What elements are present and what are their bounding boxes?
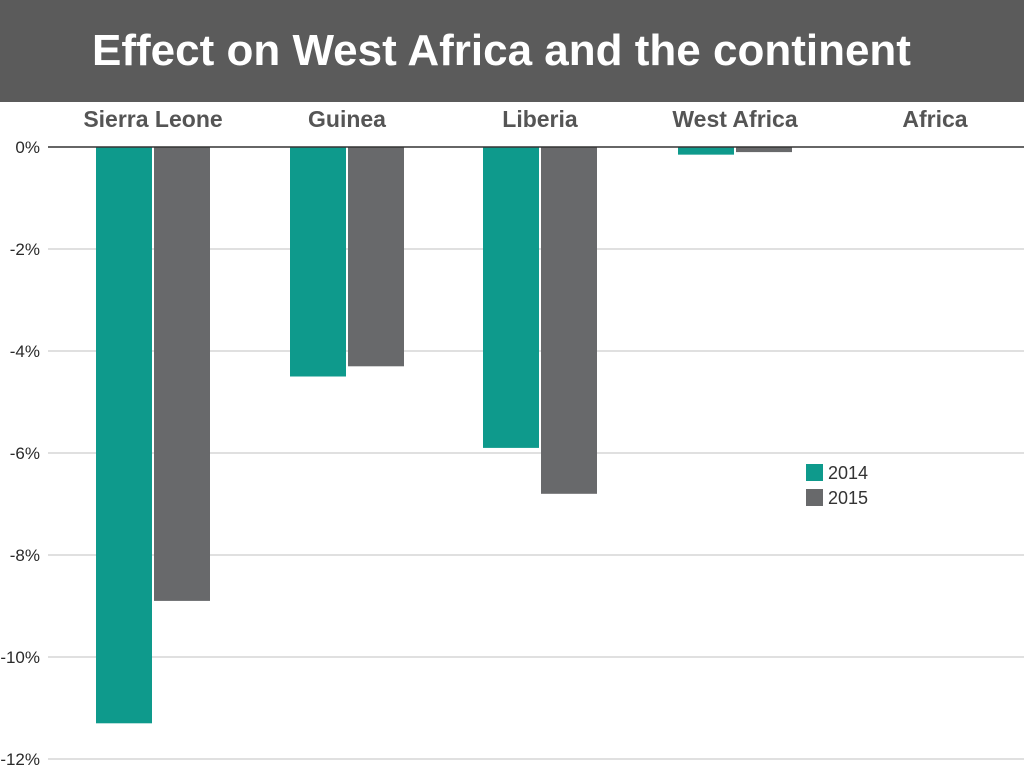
y-tick-label: -8% bbox=[10, 546, 40, 565]
bar-2014 bbox=[96, 147, 152, 724]
category-label: Liberia bbox=[502, 106, 578, 132]
category-label: Sierra Leone bbox=[83, 106, 222, 132]
bar-2014 bbox=[483, 147, 539, 448]
category-label: Africa bbox=[902, 106, 967, 132]
y-tick-label: 0% bbox=[15, 138, 40, 157]
bar-2014 bbox=[290, 147, 346, 377]
legend-label: 2014 bbox=[828, 463, 868, 483]
category-label: West Africa bbox=[672, 106, 797, 132]
bar-2014 bbox=[678, 147, 734, 155]
bar-2015 bbox=[348, 147, 404, 367]
legend-swatch bbox=[806, 464, 823, 481]
category-label: Guinea bbox=[308, 106, 386, 132]
page-title: Effect on West Africa and the continent bbox=[92, 26, 911, 75]
y-tick-label: -6% bbox=[10, 444, 40, 463]
bar-2015 bbox=[541, 147, 597, 494]
y-tick-label: -2% bbox=[10, 240, 40, 259]
y-tick-label: -4% bbox=[10, 342, 40, 361]
bar-2015 bbox=[736, 147, 792, 153]
title-bar: Effect on West Africa and the continent bbox=[0, 0, 1024, 102]
y-tick-label: -10% bbox=[0, 648, 40, 667]
bar-2015 bbox=[154, 147, 210, 601]
y-tick-label: -12% bbox=[0, 750, 40, 768]
legend-label: 2015 bbox=[828, 488, 868, 508]
bar-chart: 0% -2% -4% -6% -8% -10% -12% Sierra Leone Guinea… bbox=[0, 106, 1024, 768]
legend-swatch bbox=[806, 489, 823, 506]
